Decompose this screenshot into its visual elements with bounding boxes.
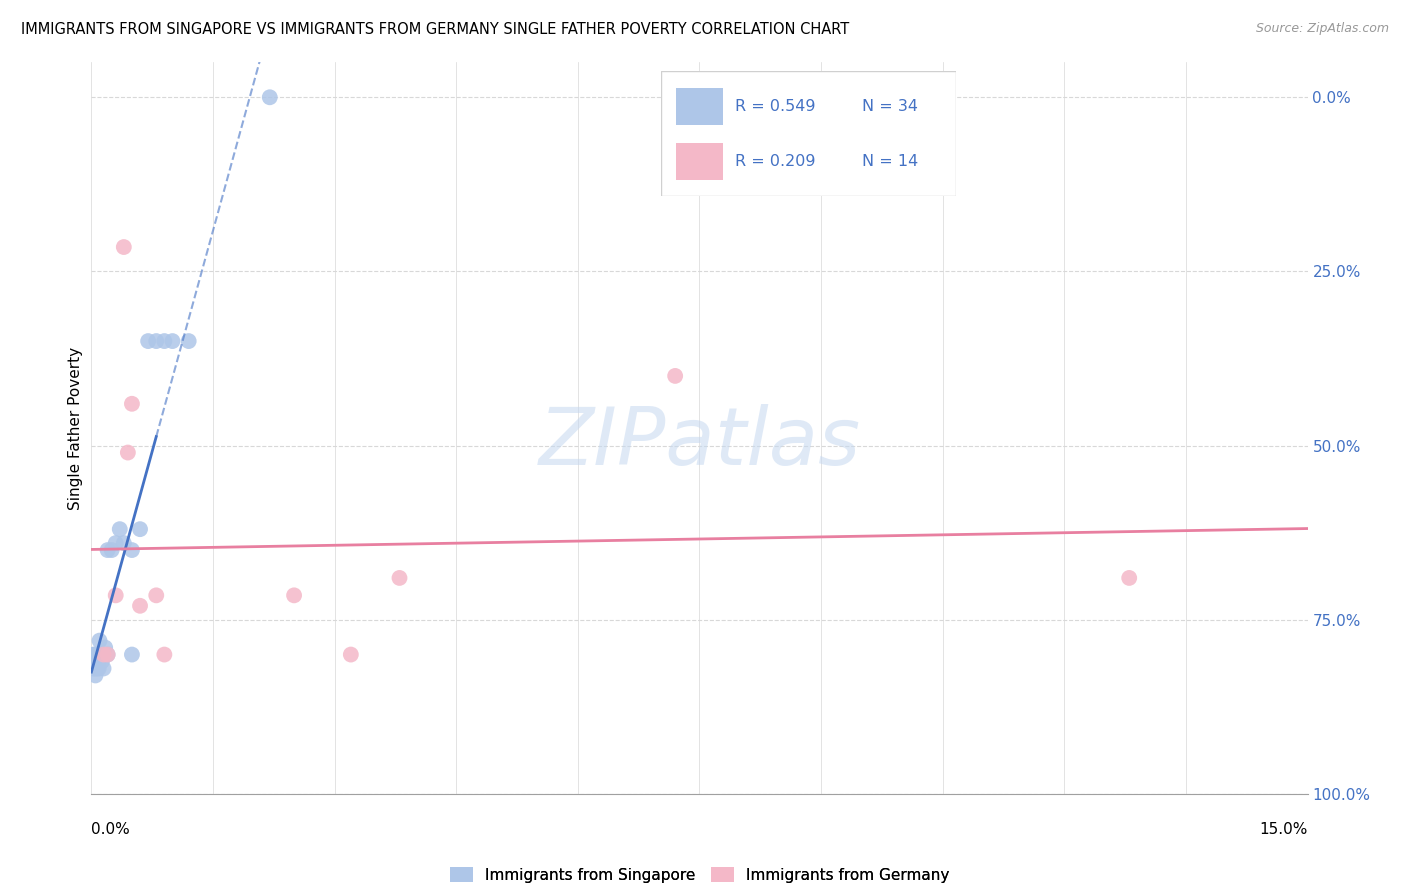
Point xyxy=(94,640,117,655)
FancyBboxPatch shape xyxy=(661,71,956,196)
Point xyxy=(136,334,159,348)
Point xyxy=(87,661,110,675)
Point xyxy=(90,648,112,662)
Text: 0.0%: 0.0% xyxy=(91,822,131,837)
Point xyxy=(84,668,107,682)
FancyBboxPatch shape xyxy=(675,143,723,180)
Point xyxy=(89,633,111,648)
Point xyxy=(104,536,127,550)
Text: IMMIGRANTS FROM SINGAPORE VS IMMIGRANTS FROM GERMANY SINGLE FATHER POVERTY CORRE: IMMIGRANTS FROM SINGAPORE VS IMMIGRANTS … xyxy=(21,22,849,37)
Point xyxy=(129,599,152,613)
Point xyxy=(93,648,115,662)
Text: Source: ZipAtlas.com: Source: ZipAtlas.com xyxy=(1256,22,1389,36)
Point xyxy=(121,648,143,662)
Point xyxy=(283,588,305,602)
Point xyxy=(145,588,167,602)
Point xyxy=(177,334,200,348)
Point xyxy=(340,648,363,662)
Point xyxy=(97,648,120,662)
Point xyxy=(83,648,105,662)
FancyBboxPatch shape xyxy=(675,87,723,125)
Point xyxy=(100,543,122,558)
Text: ZIPatlas: ZIPatlas xyxy=(538,404,860,482)
Point xyxy=(84,648,107,662)
Point xyxy=(1118,571,1140,585)
Point xyxy=(117,445,139,459)
Point xyxy=(89,648,111,662)
Point xyxy=(83,655,105,669)
Point xyxy=(259,90,281,104)
Point xyxy=(112,240,135,254)
Point xyxy=(83,661,105,675)
Point xyxy=(162,334,184,348)
Text: N = 34: N = 34 xyxy=(862,99,918,114)
Point xyxy=(97,648,120,662)
Text: R = 0.549: R = 0.549 xyxy=(734,99,815,114)
Point xyxy=(90,655,112,669)
Point xyxy=(145,334,167,348)
Legend: Immigrants from Singapore, Immigrants from Germany: Immigrants from Singapore, Immigrants fr… xyxy=(444,861,955,888)
Point xyxy=(121,397,143,411)
Point xyxy=(86,648,108,662)
Point xyxy=(93,661,115,675)
Point xyxy=(108,522,131,536)
Point xyxy=(82,661,104,675)
Point xyxy=(84,655,107,669)
Text: R = 0.209: R = 0.209 xyxy=(734,153,815,169)
Point xyxy=(104,588,127,602)
Point xyxy=(121,543,143,558)
Point xyxy=(97,543,120,558)
Point xyxy=(664,368,686,383)
Point xyxy=(153,334,176,348)
Point xyxy=(112,536,135,550)
Point xyxy=(84,655,107,669)
Text: 15.0%: 15.0% xyxy=(1260,822,1308,837)
Text: N = 14: N = 14 xyxy=(862,153,918,169)
Point xyxy=(86,661,108,675)
Point xyxy=(388,571,411,585)
Point xyxy=(153,648,176,662)
Point xyxy=(83,648,105,662)
Y-axis label: Single Father Poverty: Single Father Poverty xyxy=(67,347,83,509)
Point xyxy=(129,522,152,536)
Point xyxy=(87,655,110,669)
